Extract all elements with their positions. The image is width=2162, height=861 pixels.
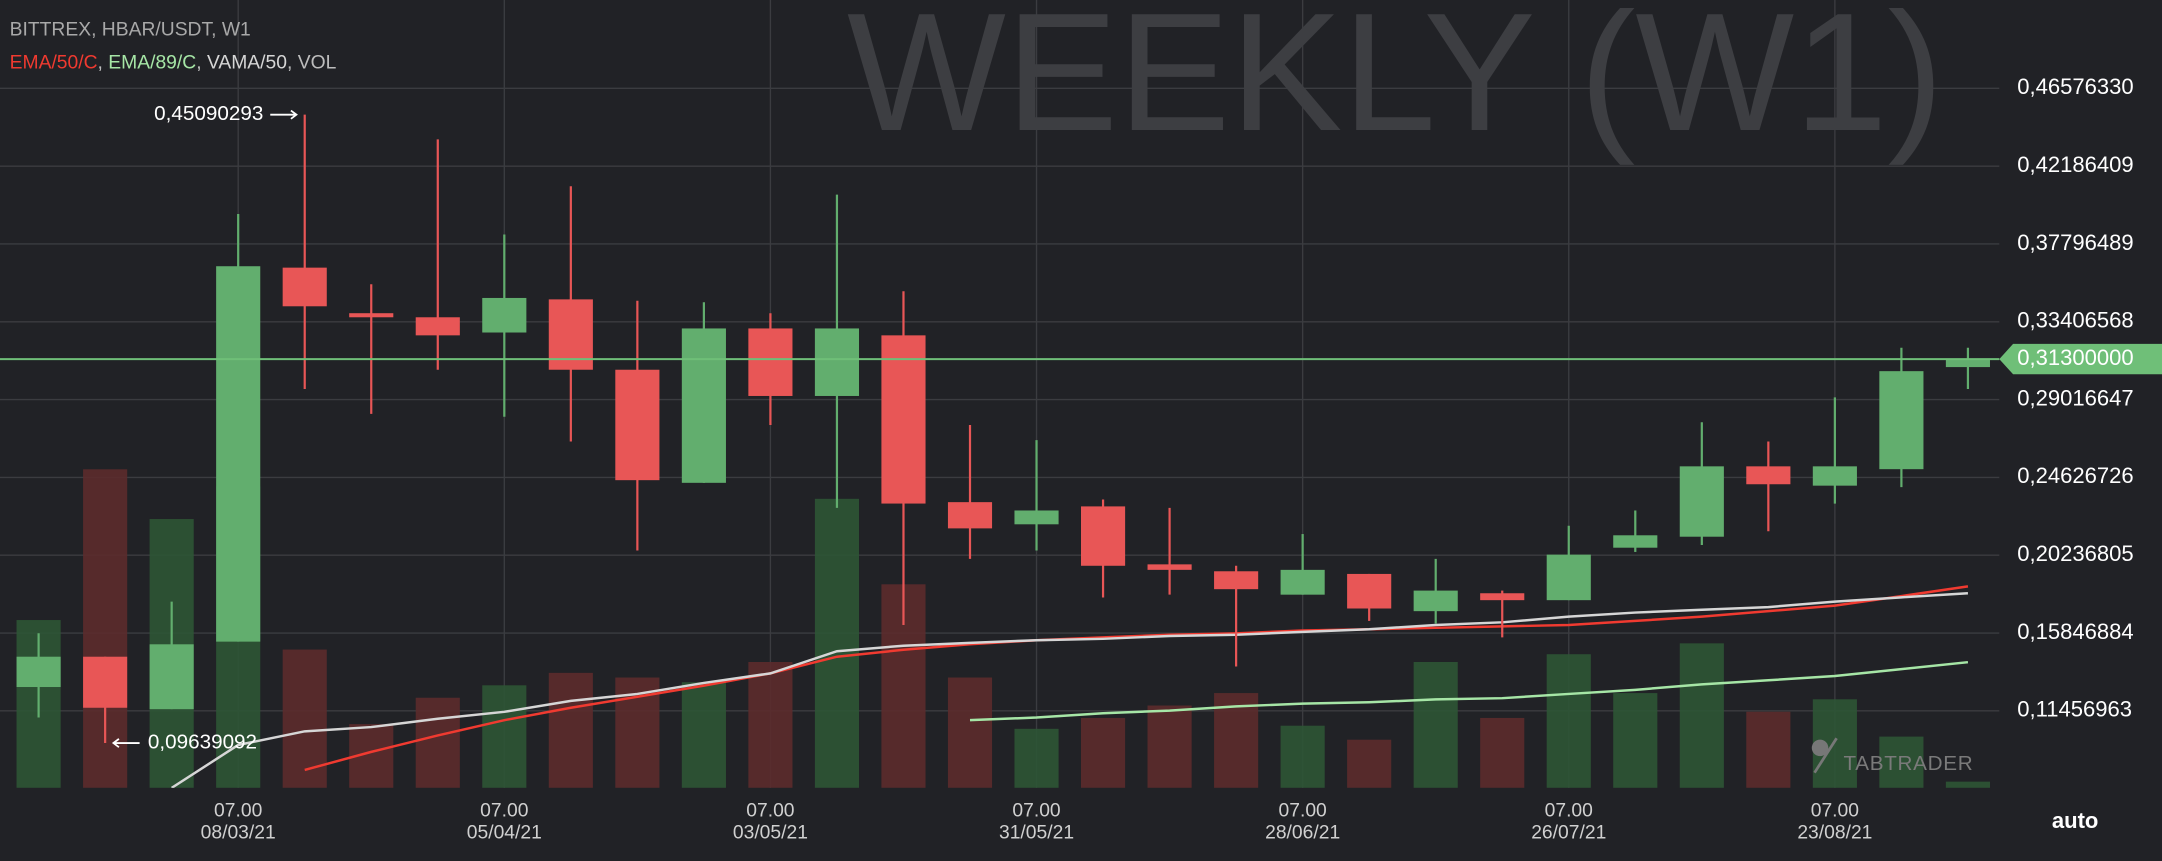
x-tick-time: 07.00	[1279, 800, 1327, 821]
x-tick-time: 07.00	[1545, 800, 1593, 821]
volume-bar	[548, 672, 593, 788]
y-tick-label: 0,29016647	[2017, 385, 2133, 410]
y-tick-label: 0,15846884	[2017, 619, 2133, 644]
x-tick-time: 07.00	[1811, 800, 1859, 821]
y-tick-label: 0,20236805	[2017, 541, 2133, 566]
high-arrow	[270, 109, 298, 120]
candle-body	[1413, 590, 1458, 612]
candle-body	[1480, 593, 1525, 601]
legend-entry: VOL	[298, 53, 337, 74]
candle-body	[1280, 569, 1325, 595]
y-tick-label: 0,37796489	[2017, 230, 2133, 255]
candle-body	[1081, 506, 1126, 566]
legend-entry: EMA/89/C	[108, 53, 196, 74]
legend-separator: ,	[287, 53, 298, 74]
candle-body	[615, 369, 660, 481]
volume-bar	[1945, 781, 1990, 788]
indicator-line	[969, 660, 1969, 722]
candle-body	[415, 317, 460, 336]
last-price-tag	[1999, 343, 2162, 375]
low-arrow	[111, 738, 140, 748]
candle-body	[681, 328, 726, 483]
volume-bar	[748, 661, 793, 788]
candle-body	[1546, 554, 1591, 601]
candle-body	[1945, 359, 1990, 368]
candle-body	[1147, 564, 1192, 570]
candle-body	[149, 644, 194, 710]
legend-separator: ,	[98, 53, 109, 74]
volume-bar	[1879, 736, 1924, 788]
volume-bar	[1347, 739, 1392, 788]
y-tick-label: 0,11456963	[2017, 697, 2132, 722]
x-tick-label: 31/05/21	[999, 822, 1074, 843]
brand: TABTRADER	[1843, 752, 1973, 775]
candle-body	[1014, 510, 1059, 525]
candle-body	[548, 299, 593, 370]
volume-bar	[282, 649, 327, 788]
candle-body	[1812, 466, 1857, 486]
volume-bar	[1014, 728, 1059, 788]
brand-logo	[1811, 737, 1838, 774]
volume-bar	[1546, 654, 1591, 788]
legend-separator: ,	[196, 53, 207, 74]
x-tick-time: 07.00	[1012, 800, 1060, 821]
low-label: 0,09639092	[148, 731, 257, 754]
volume-bar	[1280, 725, 1325, 788]
volume-bar	[1147, 705, 1192, 788]
x-tick-label: 08/03/21	[201, 822, 276, 843]
y-tick-label: 0,24626726	[2017, 463, 2133, 488]
candle-body	[482, 297, 527, 333]
candle-body	[1679, 466, 1724, 537]
candle-body	[814, 328, 860, 396]
last-price-label: 0,31300000	[2017, 345, 2133, 370]
x-tick-label: 26/07/21	[1531, 822, 1606, 843]
x-tick-time: 07.00	[214, 800, 262, 821]
volume-bar	[1413, 661, 1458, 788]
indicator-line	[304, 585, 1969, 772]
volume-bar	[681, 682, 726, 788]
candle-body	[1347, 573, 1392, 609]
legend-entry: VAMA/50	[207, 53, 287, 74]
x-tick-time: 07.00	[480, 800, 528, 821]
y-tick-label: 0,33406568	[2017, 308, 2133, 333]
legend-entry: EMA/50/C	[10, 53, 98, 74]
x-tick-label: 05/04/21	[467, 822, 542, 843]
volume-bar	[1613, 693, 1658, 788]
x-tick-time: 07.00	[746, 800, 794, 821]
volume-bar	[814, 498, 860, 788]
candle-body	[16, 656, 61, 688]
candle-body	[748, 328, 793, 396]
volume-bar	[1214, 693, 1259, 788]
scale-mode-button[interactable]: auto	[2052, 808, 2099, 833]
candle-body	[947, 502, 993, 529]
volume-bar	[482, 685, 527, 788]
candle-body	[1214, 571, 1259, 590]
x-tick-label: 28/06/21	[1265, 822, 1340, 843]
volume-bar	[1081, 717, 1126, 788]
candle-body	[1746, 466, 1791, 485]
volume-bar	[1679, 643, 1724, 788]
candle-body	[881, 335, 926, 504]
volume-bar	[415, 697, 460, 788]
candle-body	[1879, 371, 1924, 470]
volume-bar	[1746, 711, 1791, 788]
candle-body	[1613, 535, 1658, 548]
volume-bar	[1480, 717, 1525, 788]
y-tick-label: 0,42186409	[2017, 152, 2133, 177]
candle-body	[349, 313, 394, 318]
candle-body	[83, 656, 128, 708]
x-tick-label: 23/08/21	[1797, 822, 1872, 843]
y-tick-label: 0,46576330	[2017, 74, 2133, 99]
chart-title: BITTREX, HBAR/USDT, W1	[10, 19, 251, 40]
candle-body	[282, 267, 327, 307]
candle-body	[216, 266, 261, 642]
legend: EMA/50/C, EMA/89/C, VAMA/50, VOL	[10, 53, 337, 74]
volume-bar	[947, 677, 993, 788]
x-tick-label: 03/05/21	[733, 822, 808, 843]
watermark: WEEKLY (W1)	[847, 0, 1944, 166]
indicator-line	[170, 592, 1969, 788]
high-label: 0,45090293	[154, 102, 263, 125]
